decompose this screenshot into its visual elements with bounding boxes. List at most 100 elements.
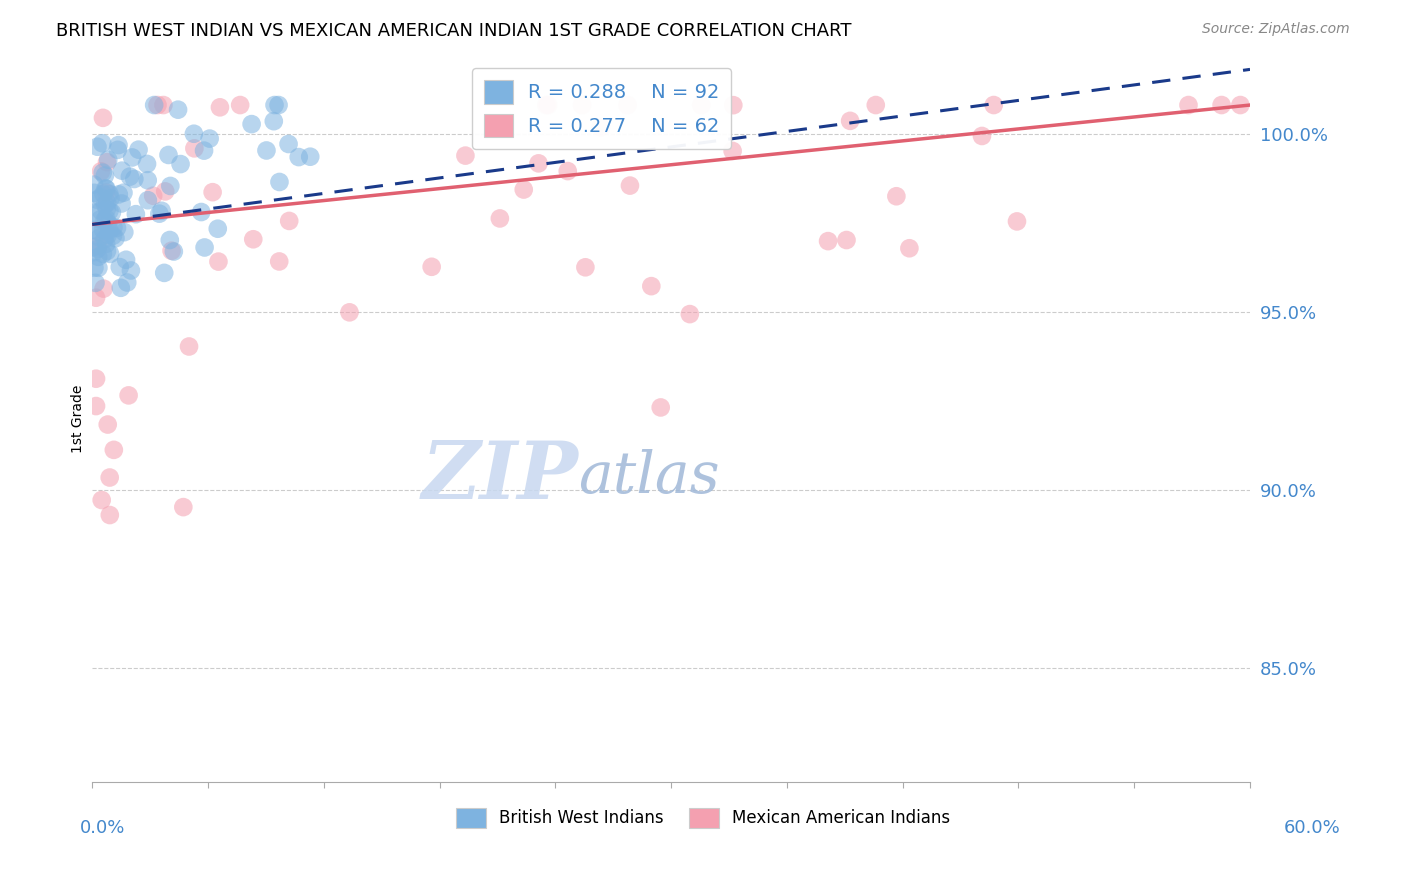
Point	[723, 98, 745, 112]
Y-axis label: 1st Grade: 1st Grade	[72, 384, 86, 453]
Point	[277, 136, 299, 151]
Point	[91, 166, 114, 180]
Point	[93, 232, 115, 246]
Point	[183, 141, 205, 155]
Point	[125, 207, 148, 221]
Text: 0.0%: 0.0%	[80, 819, 125, 837]
Point	[136, 193, 159, 207]
Point	[163, 244, 186, 259]
Text: 60.0%: 60.0%	[1284, 819, 1340, 837]
Point	[89, 212, 111, 227]
Point	[96, 202, 118, 217]
Point	[454, 148, 477, 162]
Point	[1229, 98, 1251, 112]
Point	[865, 98, 887, 112]
Point	[94, 236, 117, 251]
Point	[121, 151, 143, 165]
Point	[90, 190, 112, 204]
Point	[157, 148, 180, 162]
Point	[150, 203, 173, 218]
Point	[256, 144, 278, 158]
Point	[98, 223, 121, 237]
Point	[83, 245, 105, 260]
Point	[91, 223, 114, 237]
Point	[201, 185, 224, 199]
Point	[108, 260, 131, 274]
Point	[107, 187, 129, 202]
Point	[269, 254, 291, 268]
Point	[194, 240, 217, 254]
Point	[83, 223, 105, 237]
Point	[96, 155, 118, 169]
Point	[101, 228, 124, 243]
Point	[90, 203, 112, 218]
Point	[574, 260, 596, 275]
Point	[96, 244, 118, 258]
Point	[153, 266, 176, 280]
Point	[679, 307, 702, 321]
Point	[136, 173, 159, 187]
Point	[112, 186, 135, 200]
Point	[91, 187, 114, 202]
Point	[160, 244, 183, 258]
Point	[87, 239, 110, 253]
Point	[619, 178, 641, 193]
Point	[143, 98, 166, 112]
Point	[721, 144, 744, 158]
Point	[84, 291, 107, 305]
Point	[120, 263, 142, 277]
Point	[110, 281, 132, 295]
Point	[198, 131, 221, 145]
Point	[93, 282, 115, 296]
Point	[207, 254, 229, 268]
Point	[136, 157, 159, 171]
Point	[589, 120, 612, 135]
Point	[240, 117, 263, 131]
Point	[172, 500, 194, 515]
Point	[87, 242, 110, 256]
Point	[128, 143, 150, 157]
Point	[115, 252, 138, 267]
Point	[690, 98, 713, 112]
Point	[640, 279, 662, 293]
Point	[117, 388, 139, 402]
Point	[152, 98, 174, 112]
Point	[124, 172, 146, 186]
Point	[536, 98, 558, 112]
Point	[83, 260, 105, 275]
Point	[90, 164, 112, 178]
Point	[89, 225, 111, 239]
Point	[886, 189, 908, 203]
Point	[96, 195, 118, 210]
Point	[557, 164, 579, 178]
Point	[83, 178, 105, 192]
Point	[97, 217, 120, 231]
Point	[91, 111, 114, 125]
Point	[103, 442, 125, 457]
Point	[537, 98, 560, 112]
Point	[142, 188, 165, 202]
Point	[87, 260, 110, 275]
Point	[835, 233, 858, 247]
Point	[146, 98, 169, 112]
Point	[83, 240, 105, 254]
Point	[98, 508, 121, 522]
Point	[527, 156, 550, 170]
Point	[208, 100, 231, 114]
Point	[83, 186, 105, 200]
Point	[513, 182, 536, 196]
Point	[86, 140, 108, 154]
Point	[107, 138, 129, 153]
Point	[339, 305, 361, 319]
Point	[571, 98, 593, 112]
Point	[1211, 98, 1233, 112]
Point	[190, 205, 212, 219]
Point	[420, 260, 443, 274]
Point	[148, 207, 170, 221]
Point	[983, 98, 1005, 112]
Point	[91, 247, 114, 261]
Point	[269, 175, 291, 189]
Point	[107, 143, 129, 157]
Point	[84, 276, 107, 290]
Point	[263, 98, 285, 112]
